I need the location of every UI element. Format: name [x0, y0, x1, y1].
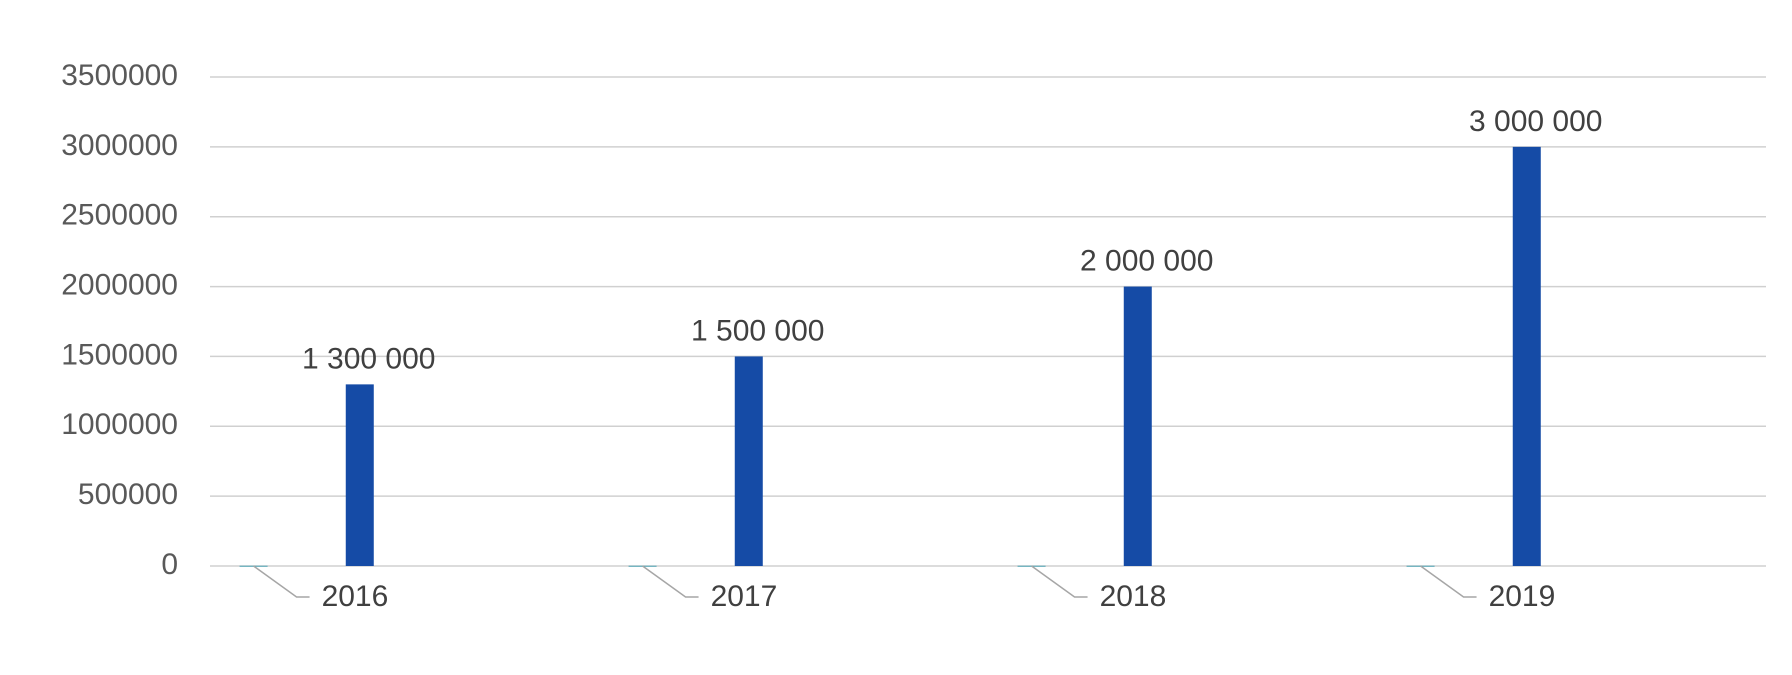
- bar: [734, 356, 763, 566]
- data-label: 3 000 000: [1469, 105, 1602, 138]
- data-label: 1 500 000: [691, 314, 824, 347]
- leader-line: [253, 565, 310, 598]
- y-tick-label: 0: [161, 548, 178, 581]
- data-label: 2019: [1489, 580, 1556, 613]
- y-tick-label: 1000000: [61, 408, 178, 441]
- y-tick-label: 2500000: [61, 199, 178, 232]
- bar: [1123, 286, 1152, 566]
- data-label: 2016: [322, 580, 389, 613]
- data-label: 2017: [711, 580, 778, 613]
- bar: [345, 384, 374, 566]
- leader-line: [642, 565, 699, 598]
- leader-line: [1031, 565, 1088, 598]
- data-label: 2018: [1100, 580, 1167, 613]
- y-tick-label: 3000000: [61, 129, 178, 162]
- y-tick-label: 3500000: [61, 59, 178, 92]
- leader-line: [1420, 565, 1477, 598]
- data-label: 2 000 000: [1080, 244, 1213, 277]
- y-tick-label: 500000: [78, 478, 178, 511]
- data-label: 1 300 000: [302, 342, 435, 375]
- bar: [1512, 146, 1541, 566]
- y-tick-label: 2000000: [61, 268, 178, 301]
- y-tick-label: 1500000: [61, 338, 178, 371]
